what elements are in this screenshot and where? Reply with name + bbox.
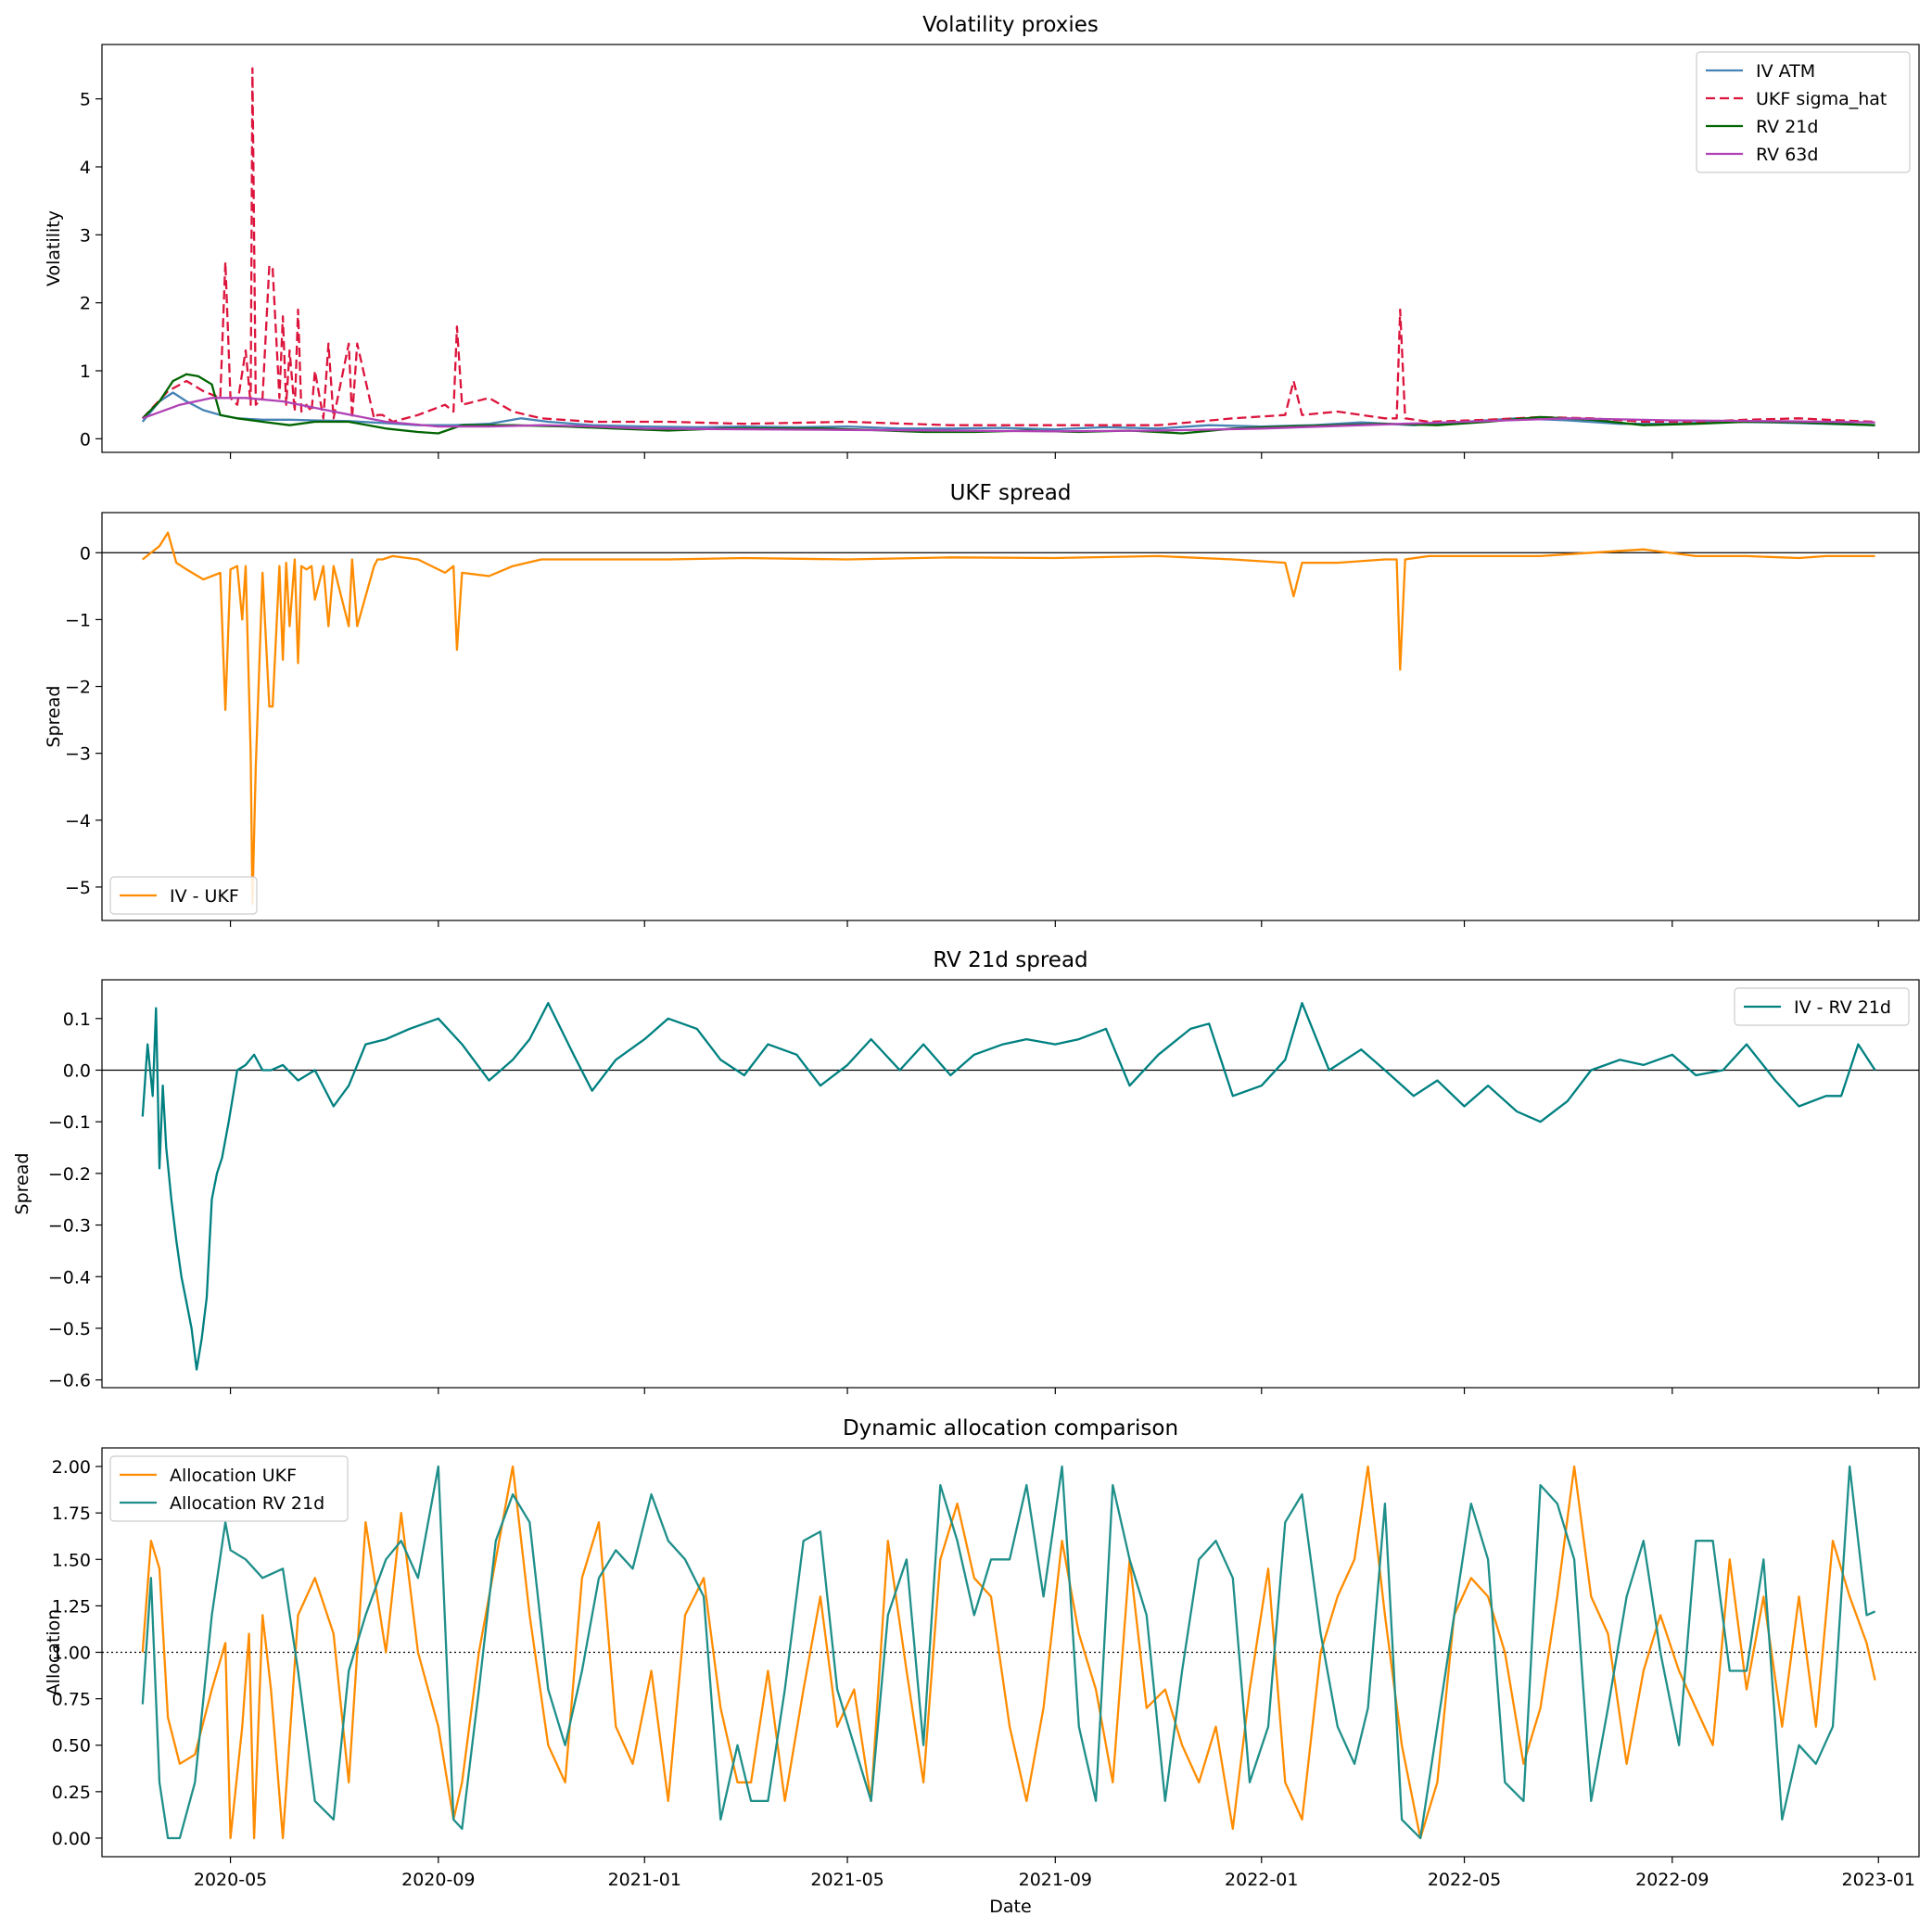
legend: IV ATM UKF sigma_hat RV 21d RV 63d [1696, 51, 1911, 173]
y-tick-label: 0.25 [52, 1783, 91, 1803]
y-tick-label: 0.50 [52, 1736, 91, 1757]
legend-entry: IV - UKF [170, 886, 239, 907]
y-tick-label: −5 [65, 878, 91, 898]
y-tick-label: 1.00 [52, 1643, 91, 1664]
panel-alloc: Dynamic allocation comparison 0.00 0.25 0.5… [44, 1416, 1920, 1917]
series-line-alloc-0 [141, 1465, 1876, 1840]
y-tick-label: −4 [65, 811, 91, 831]
legend: IV - UKF [109, 876, 258, 915]
y-tick-label: −2 [65, 678, 91, 698]
panel-vol: Volatility proxies 0 1 2 3 4 5 Volatility IV ATM… [44, 13, 1920, 459]
y-tick-label: 3 [80, 225, 91, 246]
y-tick-label: −3 [65, 744, 91, 765]
legend-entry: IV - RV 21d [1794, 997, 1891, 1018]
legend-box [1734, 987, 1910, 1026]
series-line-alloc-1 [141, 1465, 1876, 1840]
axes-frame [101, 44, 1920, 453]
y-tick-label: 2 [80, 294, 91, 314]
y-tick-label: 2.00 [52, 1457, 91, 1478]
y-axis-label: Allocation [44, 1609, 64, 1696]
legend-box [109, 1455, 349, 1522]
y-tick-label: 1.75 [52, 1504, 91, 1524]
y-tick-label: 1.25 [52, 1596, 91, 1617]
x-tick-label: 2020-05 [194, 1870, 267, 1890]
y-tick-label: 0 [80, 429, 91, 450]
legend-entry: IV ATM [1756, 61, 1815, 82]
y-axis-label: Spread [12, 1153, 32, 1215]
y-tick-label: 0.00 [52, 1829, 91, 1849]
x-tick-label: 2021-01 [608, 1870, 681, 1890]
y-tick-label: 5 [80, 90, 91, 110]
y-tick-label: −1 [65, 610, 91, 630]
legend-entry: Allocation RV 21d [170, 1493, 324, 1514]
y-tick-label: −0.3 [48, 1216, 91, 1237]
x-tick-label: 2022-01 [1225, 1870, 1298, 1890]
y-tick-label: 1.50 [52, 1550, 91, 1570]
x-tick-label: 2021-09 [1019, 1870, 1092, 1890]
y-tick-label: −0.1 [48, 1112, 91, 1133]
x-tick-label: 2022-09 [1635, 1870, 1709, 1890]
y-axis-label: Volatility [44, 210, 64, 286]
legend-entry: UKF sigma_hat [1756, 89, 1887, 109]
y-tick-label: 0.1 [63, 1009, 91, 1030]
axes-frame [101, 512, 1920, 921]
y-tick-label: −0.6 [48, 1371, 91, 1391]
x-axis-label: Date [989, 1897, 1031, 1917]
panel-title: RV 21d spread [933, 948, 1087, 972]
y-tick-label: 0.0 [63, 1060, 91, 1081]
legend: IV - RV 21d [1734, 987, 1910, 1026]
x-tick-label: 2020-09 [401, 1870, 475, 1890]
y-axis-label: Spread [44, 686, 64, 748]
y-tick-label: 0.75 [52, 1690, 91, 1710]
legend: Allocation UKF Allocation RV 21d [109, 1455, 349, 1522]
panel-title: UKF spread [950, 481, 1072, 505]
y-tick-label: 0 [80, 543, 91, 564]
panel-ukf: UKF spread −5 −4 −3 −2 −1 0 Spread IV - UKF [44, 481, 1920, 927]
y-tick-label: 1 [80, 362, 91, 382]
axes-frame [101, 1447, 1920, 1858]
y-tick-label: −0.2 [48, 1164, 91, 1185]
series-line-vol-1 [141, 67, 1875, 426]
y-tick-label: 4 [80, 158, 91, 178]
x-tick-label: 2021-05 [810, 1870, 883, 1890]
x-tick-label: 2023-01 [1842, 1870, 1915, 1890]
legend-box [1696, 51, 1911, 173]
panel-title: Volatility proxies [922, 13, 1099, 37]
legend-entry: Allocation UKF [170, 1466, 297, 1486]
legend-entry: RV 21d [1756, 117, 1818, 137]
series-line-ukf-0 [142, 531, 1875, 906]
legend-entry: RV 63d [1756, 145, 1818, 165]
x-tick-label: 2022-05 [1428, 1870, 1501, 1890]
panel-rv: RV 21d spread −0.6 −0.5 −0.4 −0.3 −0.2 −0.1 0.0… [12, 948, 1920, 1394]
legend-box [109, 876, 258, 915]
axes-frame [101, 979, 1920, 1389]
series-line-rv-0 [141, 1001, 1876, 1371]
series-line-vol-3 [142, 397, 1875, 433]
panel-title: Dynamic allocation comparison [843, 1416, 1178, 1440]
y-tick-label: −0.4 [48, 1267, 91, 1288]
y-tick-label: −0.5 [48, 1319, 91, 1339]
